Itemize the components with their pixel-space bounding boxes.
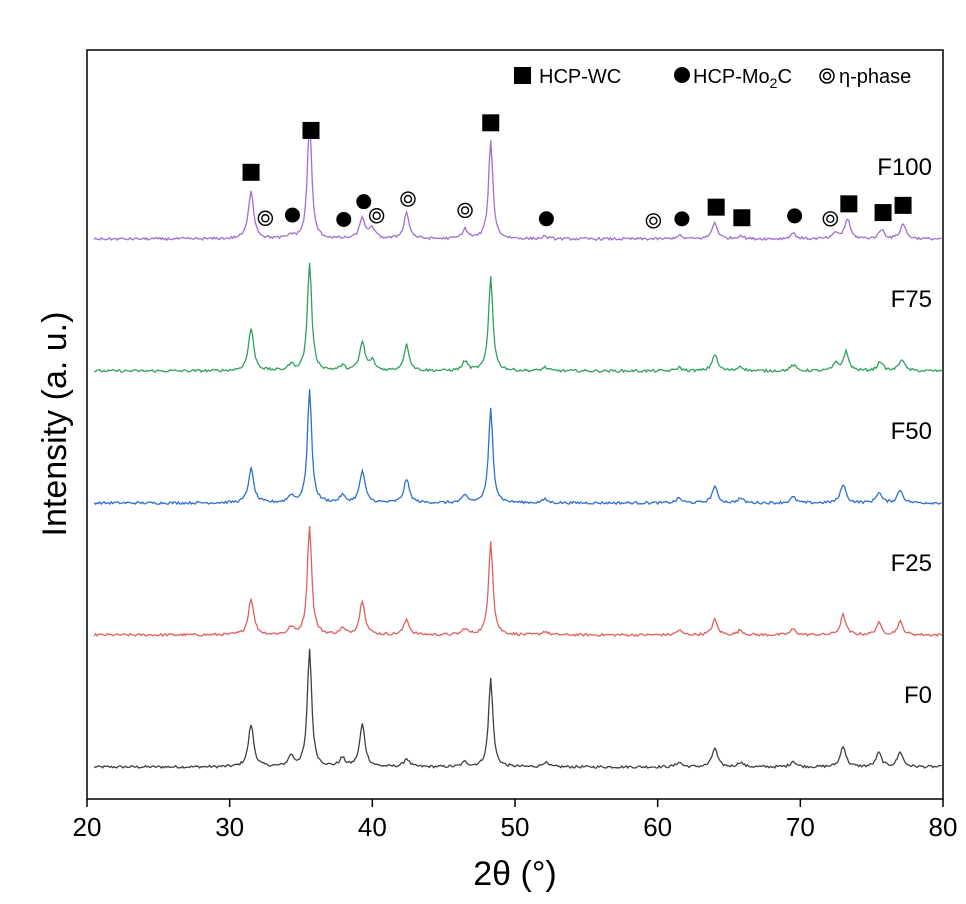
x-tick-label-50: 50 (501, 812, 530, 842)
legend-label-hcp-mo2c-sub: 2 (770, 75, 778, 91)
series-line-f50 (93, 389, 942, 506)
series-line-f100 (93, 121, 942, 242)
marker-double-circle-1 (368, 208, 385, 224)
marker-square-1 (302, 121, 320, 139)
marker-circle-1 (336, 211, 352, 227)
marker-square-6 (874, 204, 892, 222)
legend-label-hcp-mo2c: HCP-Mo2C (693, 66, 792, 91)
series-label-f50: F50 (891, 418, 932, 445)
series-layer (93, 121, 943, 770)
x-axis-ticks: 20 30 40 50 60 70 80 (73, 799, 958, 842)
legend-label-hcp-mo2c-main: HCP-Mo (693, 66, 770, 88)
marker-square-4 (733, 209, 751, 227)
marker-double-circle-3 (457, 202, 473, 219)
marker-double-circle-2 (400, 191, 416, 207)
legend: HCP-WC HCP-Mo2C η-phase (514, 66, 911, 91)
x-axis-title: 2θ (°) (473, 855, 557, 893)
marker-circle-0 (284, 207, 300, 223)
marker-double-circle-5 (822, 211, 838, 227)
marker-double-circle-0 (257, 210, 274, 226)
x-tick-label-40: 40 (358, 812, 387, 842)
series-label-f100: F100 (877, 154, 932, 181)
marker-circle-5 (787, 208, 803, 224)
marker-square-7 (894, 196, 912, 214)
marker-square-2 (482, 114, 500, 132)
marker-circle-3 (538, 211, 554, 227)
x-tick-label-70: 70 (786, 812, 815, 842)
marker-circle-2 (356, 194, 372, 210)
x-tick-label-30: 30 (215, 812, 244, 842)
legend-circle-icon (674, 67, 690, 83)
legend-label-hcp-wc: HCP-WC (539, 66, 621, 88)
y-axis-title: Intensity (a. u.) (36, 312, 74, 537)
x-tick-label-20: 20 (73, 812, 102, 842)
series-labels: F0 F25 F50 F75 F100 (877, 154, 932, 709)
series-label-f75: F75 (891, 286, 932, 313)
series-line-f0 (93, 648, 942, 770)
marker-circle-4 (674, 211, 690, 227)
series-label-f0: F0 (904, 682, 932, 709)
marker-double-circle-4 (645, 213, 662, 229)
x-tick-label-60: 60 (643, 812, 672, 842)
phase-marker-layer (242, 114, 912, 229)
marker-square-5 (840, 195, 858, 213)
legend-label-eta-phase: η-phase (839, 66, 911, 88)
legend-double-circle-icon (819, 68, 835, 84)
series-line-f25 (93, 525, 943, 638)
plot-frame (86, 49, 944, 800)
legend-label-hcp-mo2c-end: C (777, 66, 791, 88)
series-line-f75 (94, 262, 943, 374)
series-label-f25: F25 (891, 550, 932, 577)
legend-square-icon (514, 67, 531, 84)
marker-square-0 (242, 163, 260, 181)
x-tick-label-80: 80 (929, 812, 958, 842)
marker-square-3 (707, 198, 725, 216)
